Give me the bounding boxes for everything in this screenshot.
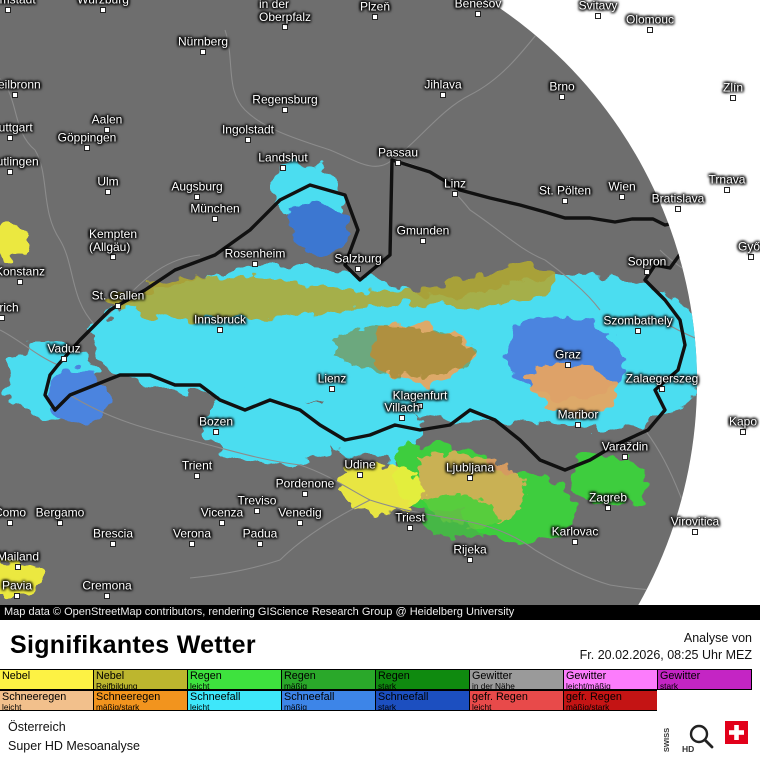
svg-text:SWISS: SWISS	[662, 728, 671, 752]
svg-text:HD: HD	[682, 744, 694, 754]
